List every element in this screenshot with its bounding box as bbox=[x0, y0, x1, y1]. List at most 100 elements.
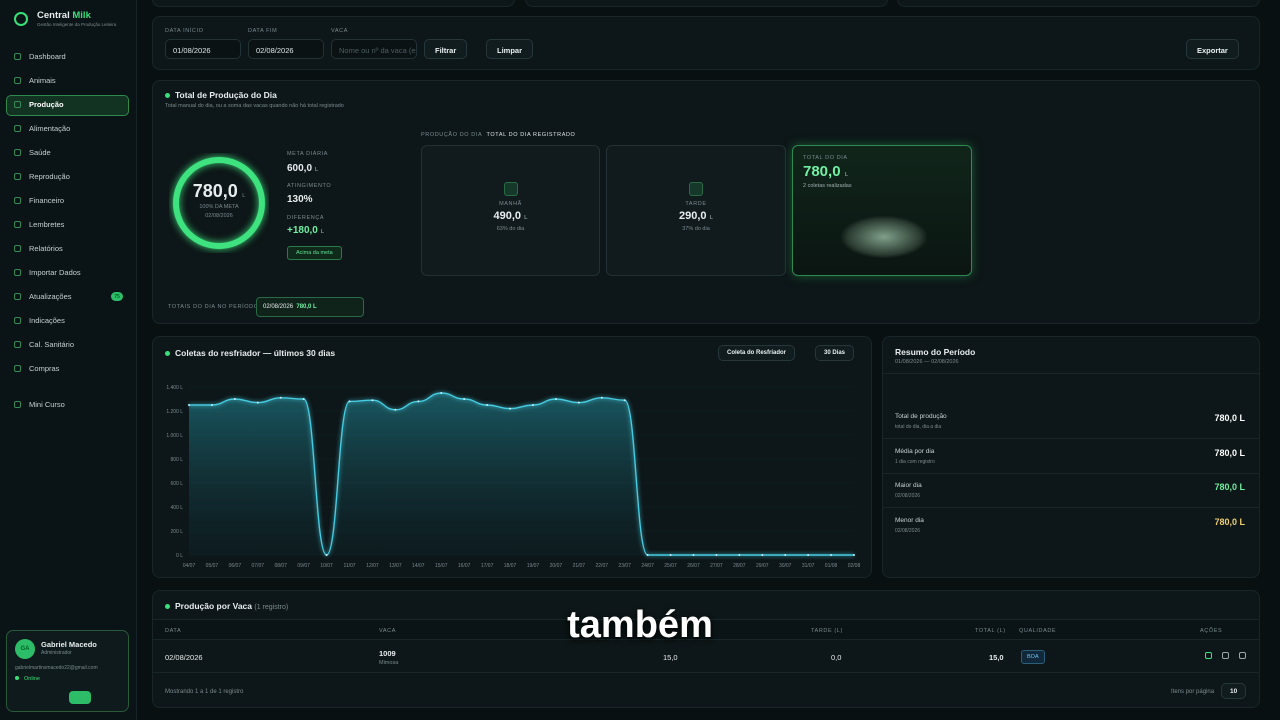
point bbox=[738, 554, 741, 556]
nav-icon bbox=[14, 149, 21, 156]
nav-item[interactable]: Mini Curso bbox=[29, 400, 65, 409]
point bbox=[371, 399, 374, 402]
range-select[interactable]: 30 Dias bbox=[815, 345, 855, 361]
x-tick-label: 15/07 bbox=[435, 563, 448, 569]
summary-label: Total de produção bbox=[895, 413, 947, 420]
status-text: Online bbox=[24, 676, 40, 682]
daily-panel: Total de Produção do Dia Total manual do… bbox=[152, 80, 1260, 324]
title-text: Coletas do resfriador — últimos 30 dias bbox=[175, 348, 336, 358]
clear-button[interactable]: Limpar bbox=[486, 39, 534, 59]
date-input[interactable]: 02/08/2026 bbox=[248, 39, 324, 59]
date-input[interactable]: 01/08/2026 bbox=[165, 39, 241, 59]
per-page-select[interactable]: 10 bbox=[1221, 683, 1247, 699]
nav-item[interactable]: Reprodução bbox=[29, 172, 70, 181]
nav-item[interactable]: Alimentação bbox=[29, 124, 71, 133]
nav-icon bbox=[14, 77, 21, 84]
x-tick-label: 16/07 bbox=[458, 563, 471, 569]
summary-panel: Resumo do Período 01/08/2026 — 02/08/202… bbox=[882, 336, 1260, 578]
tab-active[interactable]: TOTAL DO DIA REGISTRADO bbox=[486, 132, 576, 138]
card-unit: L bbox=[844, 172, 849, 178]
gauge-date: 02/08/2026 bbox=[205, 213, 233, 219]
summary-value: 780,0 L bbox=[1214, 447, 1245, 458]
point bbox=[853, 554, 855, 556]
nav-item[interactable]: Saúde bbox=[29, 148, 51, 157]
point bbox=[715, 554, 718, 556]
y-tick-label: 1.000 L bbox=[166, 433, 183, 439]
nav-item[interactable]: Dashboard bbox=[29, 52, 66, 61]
nav-item[interactable]: Produção bbox=[29, 100, 64, 109]
cell: 1009 bbox=[379, 649, 396, 658]
nav-item[interactable]: Atualizações bbox=[29, 292, 72, 301]
tab[interactable]: PRODUÇÃO DO DIA bbox=[421, 132, 483, 138]
summary-note: 1 dia com registro bbox=[895, 458, 935, 465]
point bbox=[669, 554, 672, 556]
card-unit: L bbox=[709, 215, 713, 221]
x-tick-label: 02/08 bbox=[848, 563, 861, 569]
nav-item[interactable]: Importar Dados bbox=[29, 268, 81, 277]
nav-icon bbox=[14, 341, 21, 348]
summary-value: 780,0 L bbox=[1214, 516, 1245, 527]
series-select[interactable]: Coleta do Resfriador bbox=[718, 345, 796, 361]
nav-item[interactable]: Animais bbox=[29, 76, 56, 85]
chip-date: 02/08/2026 bbox=[263, 304, 294, 310]
filter-label: VACA bbox=[331, 28, 348, 34]
filter-button[interactable]: Filtrar bbox=[424, 39, 468, 59]
table-head: DATA VACA TARDE (L) TOTAL (L) QUALIDADE … bbox=[153, 619, 1259, 639]
y-tick-label: 200 L bbox=[170, 529, 183, 535]
summary-label: Média por dia bbox=[895, 447, 935, 455]
summary-note: total do dia, dia a dia bbox=[895, 424, 942, 430]
user-name: Gabriel Macedo bbox=[41, 640, 97, 649]
nav-item[interactable]: Indicações bbox=[29, 316, 65, 325]
x-tick-label: 12/07 bbox=[366, 563, 379, 569]
brand: Central Milk bbox=[37, 10, 91, 21]
divider bbox=[883, 438, 1259, 439]
nav-icon bbox=[14, 317, 21, 324]
nav-icon bbox=[14, 401, 21, 408]
th: TOTAL (L) bbox=[975, 628, 1006, 634]
table-row[interactable]: 02/08/2026 1009 Mimosa 15,0 0,0 15,0 BOA bbox=[153, 639, 1259, 673]
x-tick-label: 17/07 bbox=[481, 563, 494, 569]
th: DATA bbox=[165, 628, 182, 634]
theme-toggle[interactable] bbox=[69, 691, 91, 704]
x-tick-label: 24/07 bbox=[641, 563, 654, 569]
nav-icon bbox=[14, 245, 21, 252]
nav-icon bbox=[14, 101, 21, 108]
reach-value: 130% bbox=[287, 194, 313, 205]
x-tick-label: 26/07 bbox=[687, 563, 700, 569]
nav-item[interactable]: Cal. Sanitário bbox=[29, 340, 75, 349]
nav-icon bbox=[14, 53, 21, 60]
table-count: (1 registro) bbox=[254, 604, 289, 611]
delete-action[interactable] bbox=[1239, 652, 1246, 659]
x-tick-label: 22/07 bbox=[596, 563, 609, 569]
title-text: Produção por Vaca bbox=[175, 601, 252, 611]
x-tick-label: 05/07 bbox=[206, 563, 219, 569]
x-tick-label: 21/07 bbox=[573, 563, 586, 569]
x-tick-label: 25/07 bbox=[664, 563, 677, 569]
gauge-caption: 100% DA META bbox=[199, 204, 239, 210]
point bbox=[440, 392, 443, 394]
nav-item[interactable]: Relatórios bbox=[29, 244, 63, 253]
nav-item[interactable]: Compras bbox=[29, 364, 60, 373]
nav-icon bbox=[14, 293, 21, 300]
gauge-center: 780,0 L 100% DA META 02/08/2026 bbox=[169, 181, 269, 219]
chip-value: 780,0 L bbox=[296, 304, 317, 310]
x-tick-label: 07/07 bbox=[252, 563, 265, 569]
divider bbox=[883, 507, 1259, 508]
x-tick-label: 09/07 bbox=[297, 563, 310, 569]
x-tick-label: 23/07 bbox=[618, 563, 631, 569]
export-button[interactable]: Exportar bbox=[1186, 39, 1239, 59]
user-role: Administrador bbox=[41, 650, 72, 656]
x-tick-label: 10/07 bbox=[320, 563, 333, 569]
divider bbox=[883, 373, 1259, 374]
y-tick-label: 1.200 L bbox=[166, 409, 183, 415]
cow-input[interactable]: Nome ou nº da vaca (ex bbox=[331, 39, 417, 59]
point bbox=[188, 404, 190, 406]
edit-action[interactable] bbox=[1222, 652, 1229, 659]
chart-title: Coletas do resfriador — últimos 30 dias bbox=[165, 348, 335, 358]
nav-item[interactable]: Financeiro bbox=[29, 196, 65, 205]
nav-item[interactable]: Lembretes bbox=[29, 220, 65, 229]
x-tick-label: 04/07 bbox=[183, 563, 196, 569]
comment-action[interactable] bbox=[1205, 652, 1212, 659]
